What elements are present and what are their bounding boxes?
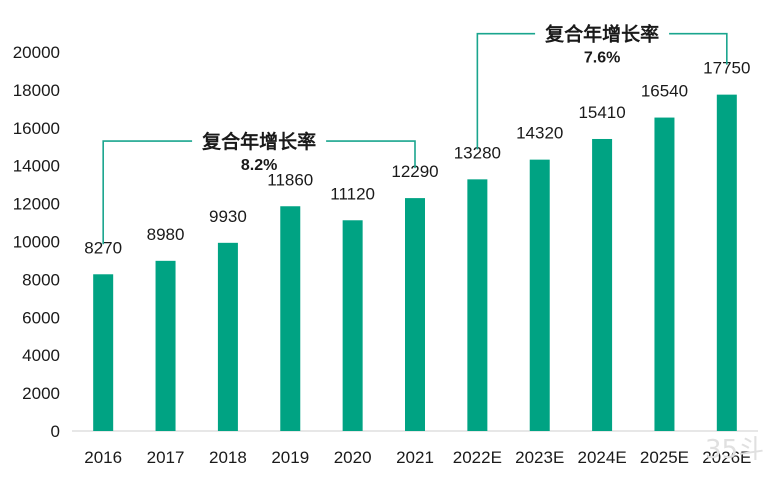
x-tick-label: 2024E xyxy=(578,448,627,467)
bar xyxy=(217,242,238,431)
cagr-annotation: 复合年增长率 7.6% xyxy=(476,23,728,150)
cagr-bracket xyxy=(476,32,728,150)
x-tick-label: 2019 xyxy=(271,448,309,467)
bar xyxy=(280,206,301,431)
y-tick-label: 18000 xyxy=(13,81,60,100)
watermark-logo: 35斗 xyxy=(705,435,764,465)
data-label: 12290 xyxy=(391,162,438,181)
cagr-annotation: 复合年增长率 8.2% xyxy=(102,130,416,245)
y-tick-label: 6000 xyxy=(22,308,60,327)
bar xyxy=(716,94,737,431)
x-tick-label: 2021 xyxy=(396,448,434,467)
bar xyxy=(155,260,176,431)
data-label: 15410 xyxy=(578,103,625,122)
data-label: 8980 xyxy=(147,225,185,244)
data-label: 8270 xyxy=(84,238,122,257)
data-label: 14320 xyxy=(516,124,563,143)
data-label: 16540 xyxy=(641,82,688,101)
y-tick-label: 20000 xyxy=(13,43,60,62)
x-tick-label: 2018 xyxy=(209,448,247,467)
bar xyxy=(592,138,613,431)
data-label: 9930 xyxy=(209,207,247,226)
annotations-layer: 复合年增长率 8.2% 复合年增长率 7.6% xyxy=(102,23,728,245)
bar xyxy=(93,274,114,431)
x-tick-label: 2023E xyxy=(515,448,564,467)
bar xyxy=(405,198,425,431)
cagr-value: 8.2% xyxy=(241,157,277,174)
x-tick-label: 2026E xyxy=(702,448,751,467)
data-labels-layer: 8270 8980 9930 11860 11120 12290 13280 14320 154… xyxy=(84,59,750,258)
x-tick-label: 2025E xyxy=(640,448,689,467)
bar xyxy=(654,117,675,431)
y-tick-label: 14000 xyxy=(13,157,60,176)
y-tick-label: 16000 xyxy=(13,119,60,138)
data-label: 13280 xyxy=(454,143,501,162)
y-tick-label: 4000 xyxy=(22,346,60,365)
bar xyxy=(342,220,363,431)
x-tick-label: 2020 xyxy=(334,448,372,467)
data-label: 11120 xyxy=(330,184,375,203)
y-tick-label: 8000 xyxy=(22,270,60,289)
x-tick-label: 2017 xyxy=(147,448,185,467)
y-tick-label: 2000 xyxy=(22,384,60,403)
data-label: 11860 xyxy=(267,170,313,189)
cagr-title: 复合年增长率 xyxy=(201,130,316,153)
bar xyxy=(467,179,488,431)
cagr-bracket xyxy=(102,140,416,245)
x-tick-label: 2022E xyxy=(453,448,502,467)
bars-layer xyxy=(93,94,737,432)
cagr-title: 复合年增长率 xyxy=(544,23,659,46)
bar xyxy=(529,159,550,432)
y-tick-label: 10000 xyxy=(13,233,60,252)
y-tick-label: 12000 xyxy=(13,195,60,214)
data-label: 17750 xyxy=(703,59,750,78)
axis-layer: 0 2000 4000 6000 8000 10000 12000 14000 16000 180… xyxy=(13,43,758,467)
cagr-value: 7.6% xyxy=(584,50,620,67)
y-tick-label: 0 xyxy=(51,422,60,441)
x-tick-label: 2016 xyxy=(84,448,122,467)
